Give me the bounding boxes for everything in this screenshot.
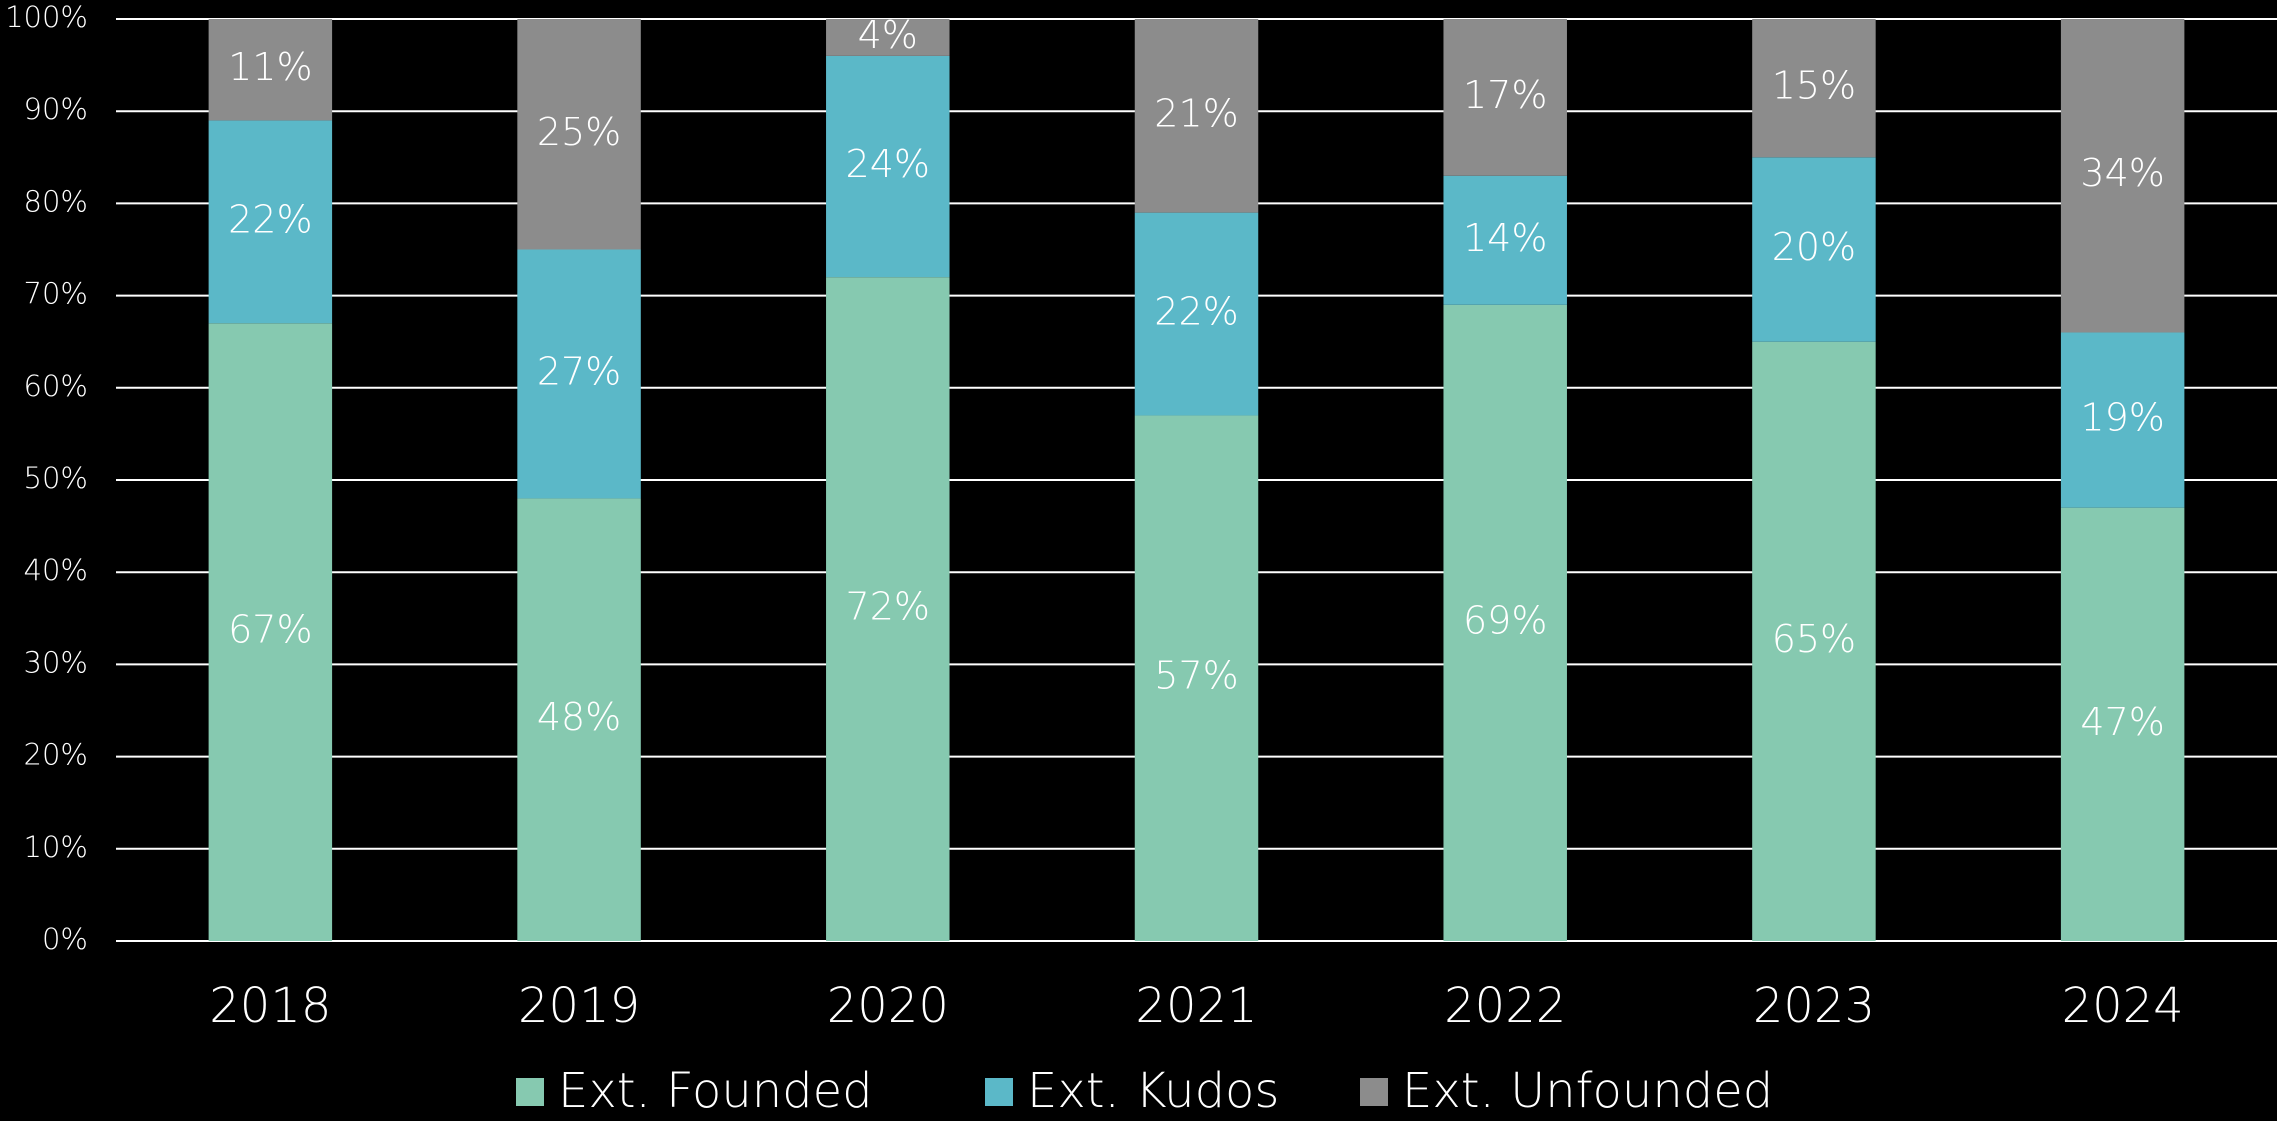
data-label: 22% bbox=[1154, 290, 1238, 334]
x-tick-label: 2023 bbox=[1753, 978, 1875, 1034]
data-label: 14% bbox=[1463, 216, 1547, 260]
data-label: 15% bbox=[1772, 64, 1856, 108]
bar-segment bbox=[826, 19, 950, 56]
legend-label: Ext. Founded bbox=[558, 1063, 873, 1119]
x-tick-label: 2018 bbox=[209, 978, 331, 1034]
x-tick-label: 2020 bbox=[827, 978, 949, 1034]
y-tick-label: 0% bbox=[42, 922, 88, 956]
bar-segment bbox=[1752, 157, 1876, 342]
bar-segment bbox=[826, 277, 950, 941]
legend-swatch bbox=[985, 1078, 1013, 1106]
data-label: 4% bbox=[858, 13, 918, 57]
bar-segment bbox=[1134, 212, 1259, 416]
data-label: 47% bbox=[2080, 700, 2164, 744]
bar-segment bbox=[208, 120, 333, 324]
bar-segment bbox=[1134, 19, 1259, 213]
data-label: 19% bbox=[2080, 396, 2164, 440]
x-tick-label: 2019 bbox=[518, 978, 640, 1034]
bar-segment bbox=[1443, 175, 1567, 305]
data-label: 72% bbox=[846, 585, 930, 629]
bar-segment bbox=[208, 323, 333, 941]
bar-segment bbox=[1134, 415, 1259, 942]
legend-swatch bbox=[1360, 1078, 1388, 1106]
y-tick-label: 70% bbox=[24, 277, 88, 311]
bar-segment bbox=[208, 19, 333, 121]
x-tick-label: 2022 bbox=[1444, 978, 1566, 1034]
data-label: 17% bbox=[1463, 73, 1547, 117]
y-tick-label: 20% bbox=[24, 738, 88, 772]
bar-segment bbox=[1443, 19, 1567, 176]
data-label: 65% bbox=[1772, 617, 1856, 661]
data-label: 25% bbox=[537, 110, 621, 154]
bar-segment bbox=[1752, 341, 1876, 941]
x-tick-label: 2021 bbox=[1135, 978, 1257, 1034]
y-tick-label: 100% bbox=[5, 0, 88, 34]
bar-segment bbox=[1752, 19, 1876, 158]
bar-segment bbox=[1443, 304, 1567, 941]
data-label: 69% bbox=[1463, 598, 1547, 642]
legend-label: Ext. Kudos bbox=[1027, 1063, 1279, 1119]
data-label: 27% bbox=[537, 349, 621, 393]
bar-segment bbox=[2060, 332, 2185, 508]
data-label: 67% bbox=[228, 608, 312, 652]
data-label: 24% bbox=[846, 142, 930, 186]
bar-segment bbox=[826, 55, 950, 278]
bar-segment bbox=[517, 19, 641, 250]
data-label: 21% bbox=[1154, 91, 1238, 135]
data-label: 48% bbox=[537, 695, 621, 739]
y-tick-label: 80% bbox=[24, 184, 88, 218]
bar-segment bbox=[517, 498, 641, 941]
bar-segment bbox=[2060, 19, 2185, 333]
data-label: 22% bbox=[228, 197, 312, 241]
y-tick-label: 30% bbox=[24, 645, 88, 679]
y-tick-label: 90% bbox=[24, 92, 88, 126]
data-label: 57% bbox=[1154, 654, 1238, 698]
x-tick-label: 2024 bbox=[2062, 978, 2184, 1034]
bar-segment bbox=[517, 249, 641, 499]
y-tick-label: 60% bbox=[24, 369, 88, 403]
y-tick-label: 40% bbox=[24, 553, 88, 587]
data-label: 11% bbox=[228, 45, 312, 89]
y-tick-label: 10% bbox=[24, 830, 88, 864]
y-tick-label: 50% bbox=[24, 461, 88, 495]
data-label: 20% bbox=[1772, 225, 1856, 269]
legend-swatch bbox=[516, 1078, 544, 1106]
data-label: 34% bbox=[2080, 151, 2164, 195]
legend-label: Ext. Unfounded bbox=[1402, 1063, 1773, 1119]
bar-segment bbox=[2060, 507, 2185, 941]
